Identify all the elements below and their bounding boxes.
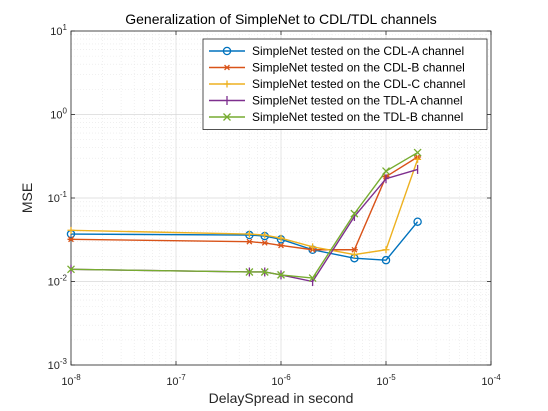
data-point [382,167,390,176]
data-point [277,242,285,249]
legend-item: SimpleNet tested on the TDL-A channel [209,94,463,108]
data-point [261,239,269,246]
data-point [309,243,317,251]
legend-label: SimpleNet tested on the TDL-A channel [252,94,463,108]
y-tick-label: 10-3 [48,357,68,372]
x-tick-label: 10-7 [166,373,186,388]
data-point [350,246,358,253]
legend-label: SimpleNet tested on the TDL-B channel [252,110,463,124]
data-point [277,270,285,279]
data-point [413,148,422,157]
x-tick-label: 10-6 [271,373,291,388]
legend-label: SimpleNet tested on the CDL-A channel [252,44,464,58]
data-point [245,230,253,238]
data-point [245,238,253,245]
legend-item: SimpleNet tested on the CDL-A channel [209,44,464,58]
legend: SimpleNet tested on the CDL-A channel Sim… [202,38,488,130]
data-point [67,236,75,243]
data-point [381,255,391,265]
legend-label: SimpleNet tested on the CDL-C channel [252,77,465,91]
data-point [350,209,359,218]
y-axis-label: MSE [19,183,35,213]
data-point [261,231,269,239]
x-tick-label: 10-8 [61,373,81,388]
legend-item: SimpleNet tested on the CDL-C channel [209,77,465,91]
data-point [350,251,358,259]
series-line [70,151,418,279]
data-point [382,246,390,254]
series [66,148,422,286]
data-point [277,234,285,242]
legend-label: SimpleNet tested on the CDL-B channel [252,61,465,75]
ticks: 10-8 10-7 10-6 10-5 10-4 10-3 10-2 10-1 100 101 [48,23,502,388]
data-point [223,113,231,121]
y-tick-label: 10-2 [48,274,68,289]
series-3 [67,155,422,259]
y-tick-label: 100 [50,107,67,122]
x-tick-label: 10-5 [376,373,396,388]
data-point [223,64,231,71]
data-point [223,80,231,88]
data-point [414,155,422,163]
data-point [222,46,232,56]
y-tick-label: 10-1 [48,190,68,205]
data-point [308,274,317,283]
x-tick-label: 10-4 [481,373,501,388]
data-point [67,226,75,234]
y-tick-label: 101 [50,23,67,38]
data-point [413,217,422,226]
legend-box [202,38,488,130]
legend-item: SimpleNet tested on the CDL-B channel [209,61,465,75]
data-point [245,268,254,276]
series-5 [67,148,422,283]
series-line [70,221,419,261]
data-point [260,268,269,276]
data-point [67,265,75,274]
x-axis-label: DelaySpread in second [209,390,354,406]
chart-title: Generalization of SimpleNet to CDL/TDL c… [125,11,437,27]
legend-item: SimpleNet tested on the TDL-B channel [209,110,463,124]
